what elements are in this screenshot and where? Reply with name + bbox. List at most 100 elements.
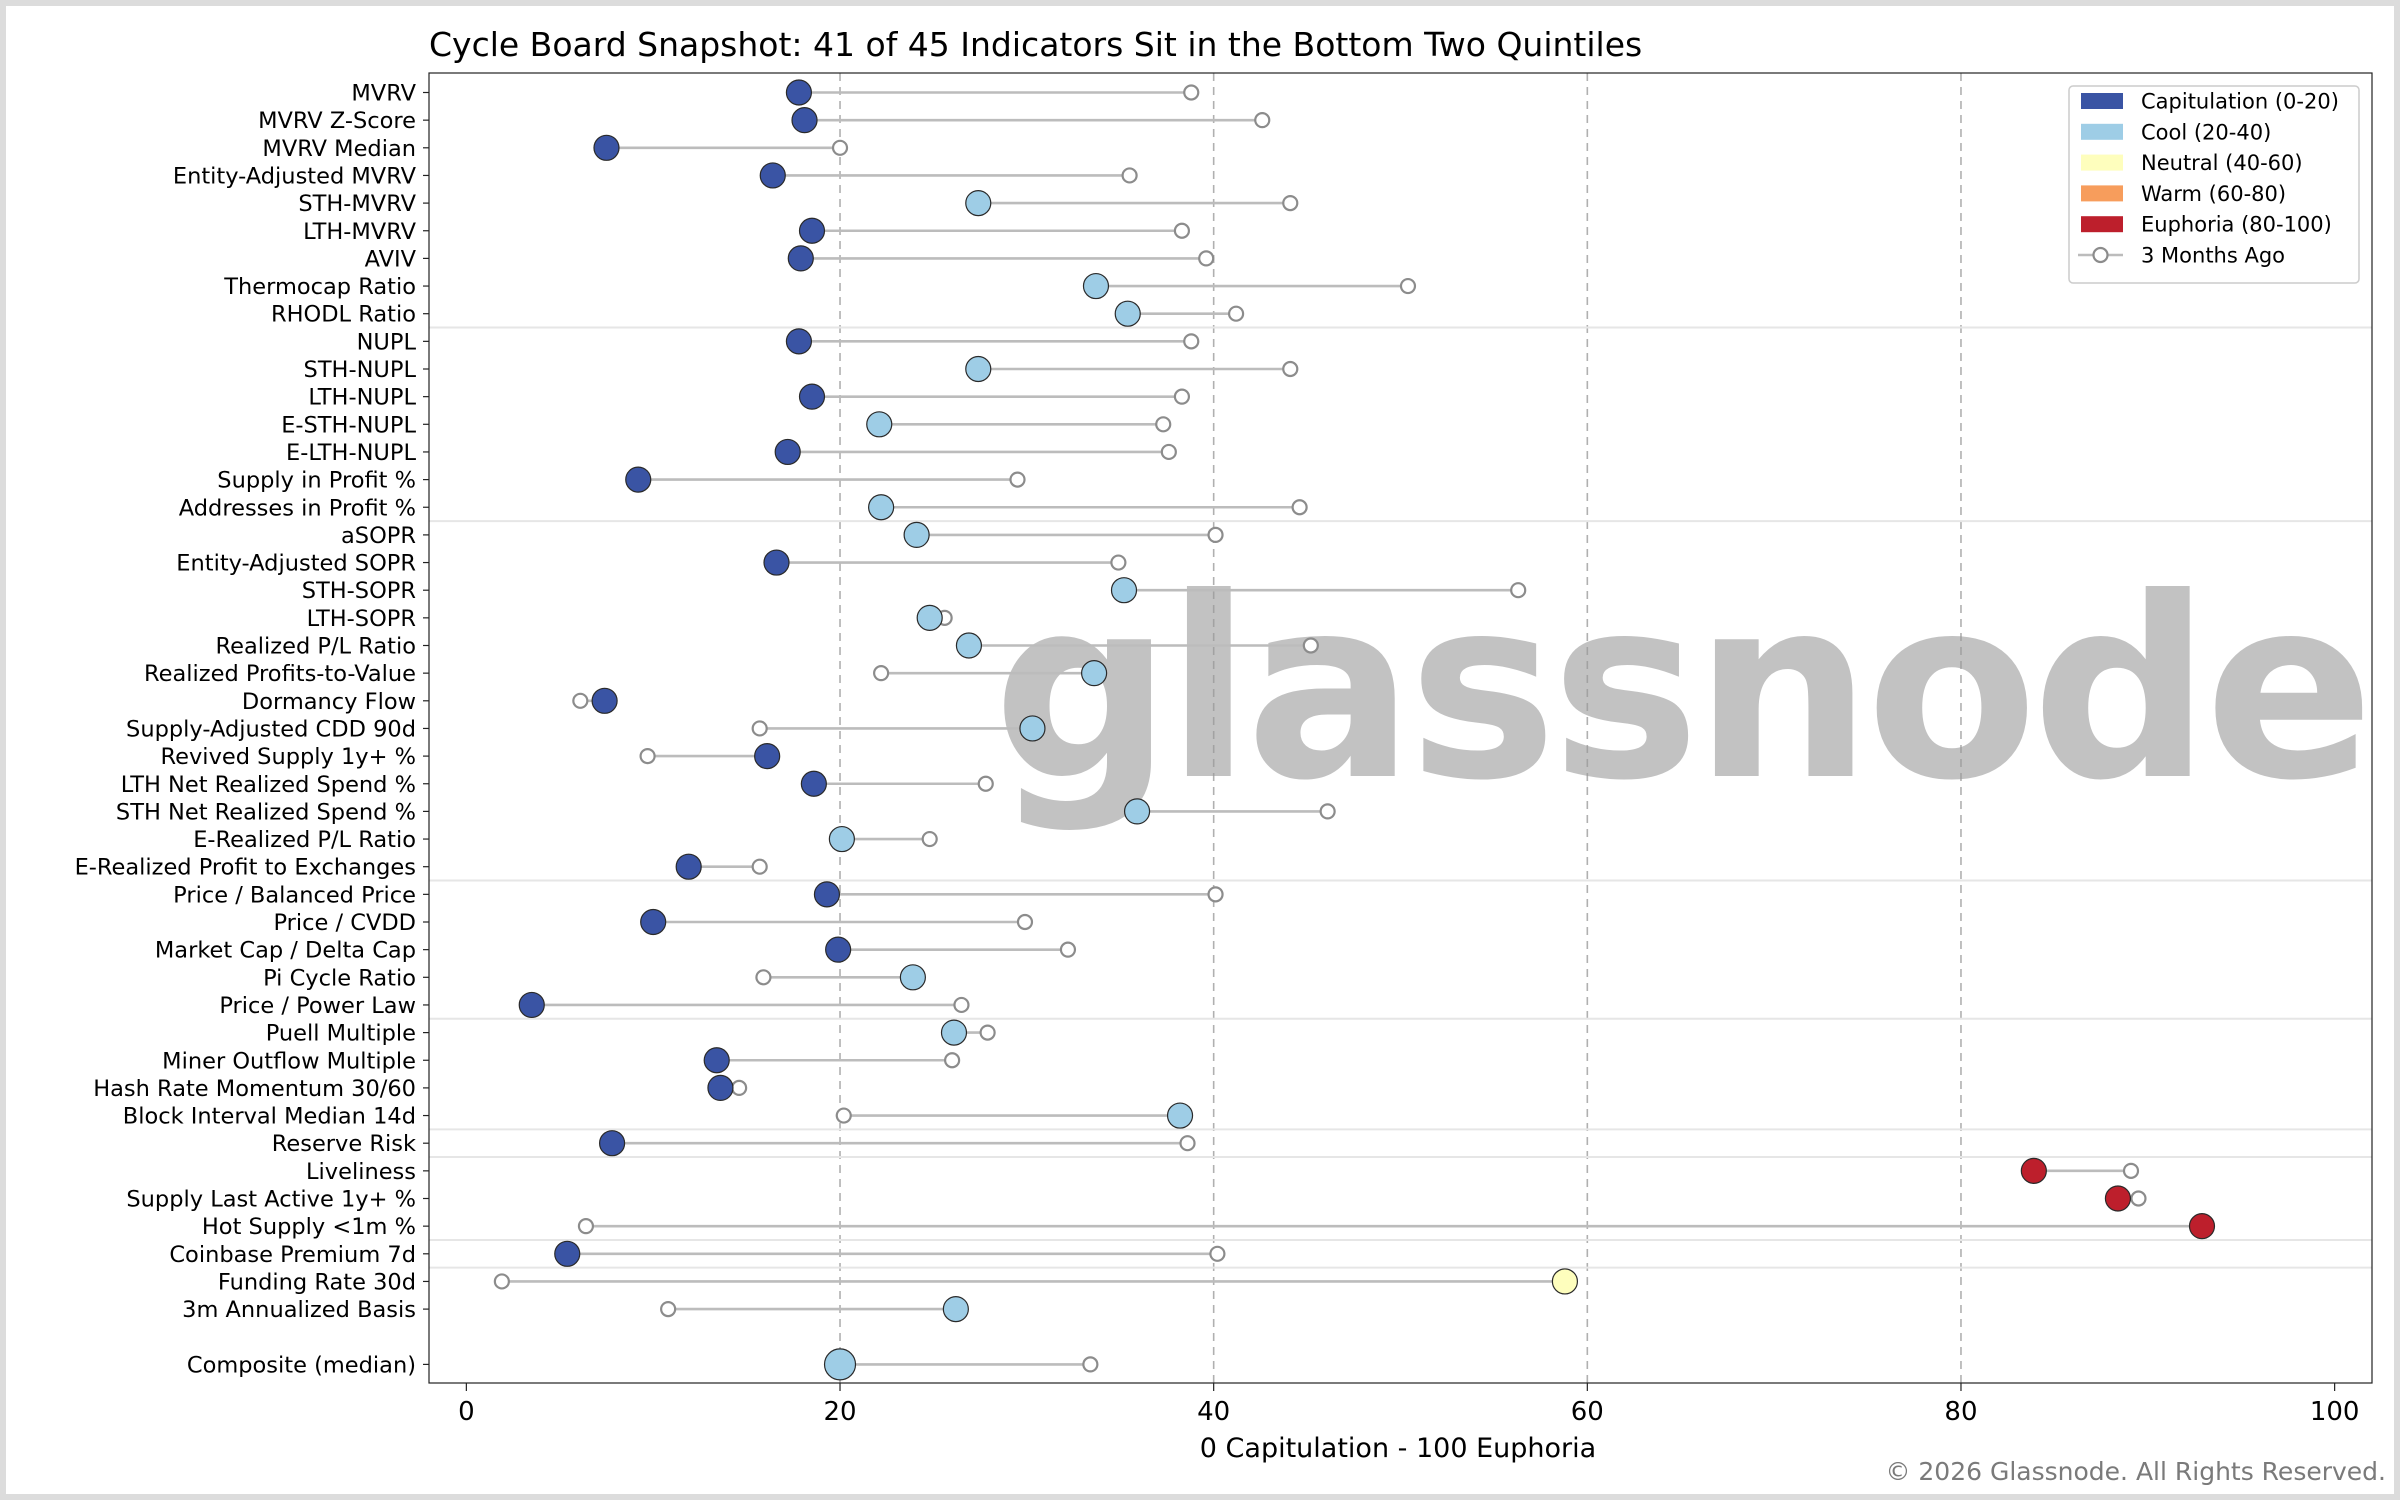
previous-marker [1282, 360, 1299, 378]
previous-marker [639, 747, 656, 765]
y-tick-label: E-LTH-NUPL [286, 440, 416, 466]
current-marker [598, 1130, 626, 1157]
y-tick-label: MVRV [351, 81, 416, 107]
previous-marker [1183, 333, 1200, 350]
current-marker [828, 825, 855, 853]
y-tick-label: Reserve Risk [272, 1131, 416, 1157]
current-marker [965, 355, 992, 383]
previous-marker [1173, 388, 1191, 405]
previous-marker [493, 1273, 510, 1290]
previous-marker [944, 1052, 961, 1069]
previous-marker [1173, 222, 1191, 239]
x-tick-label: 60 [1571, 1397, 1604, 1427]
current-marker [955, 632, 983, 659]
previous-marker [1399, 277, 1417, 295]
y-tick-label: Market Cap / Delta Cap [155, 938, 416, 964]
x-axis-label: 0 Capitulation - 100 Euphoria [1200, 1433, 1596, 1464]
previous-marker [1183, 84, 1200, 101]
previous-marker [1302, 637, 1319, 654]
previous-marker [731, 1079, 748, 1097]
previous-marker [1207, 526, 1224, 544]
y-tick-label: MVRV Z-Score [258, 108, 416, 134]
previous-marker [1282, 195, 1299, 212]
current-marker [625, 466, 652, 493]
current-marker [965, 190, 992, 217]
current-marker [800, 770, 827, 797]
y-tick-label: Realized P/L Ratio [216, 634, 416, 660]
y-tick-label: STH Net Realized Spend % [116, 799, 416, 825]
y-tick-label: Supply Last Active 1y+ % [126, 1187, 416, 1213]
connector-lines [501, 91, 2202, 1366]
chart: Cycle Board Snapshot: 41 of 45 Indicator… [75, 25, 2386, 1486]
current-marker [774, 438, 801, 466]
previous-marker [2130, 1190, 2147, 1207]
previous-marker [1209, 1245, 1226, 1262]
y-tick-label: RHODL Ratio [271, 302, 416, 328]
previous-marker [1227, 305, 1245, 322]
y-tick-label: STH-SOPR [302, 578, 416, 604]
y-tick-label: Entity-Adjusted SOPR [176, 551, 416, 577]
previous-marker [979, 1024, 996, 1041]
legend-label: Warm (60-80) [2141, 182, 2286, 206]
legend-label: Euphoria (80-100) [2141, 213, 2332, 237]
legend-swatch-euphoria [2081, 216, 2123, 233]
current-marker [754, 742, 781, 770]
previous-marker [977, 775, 994, 792]
current-marker [640, 908, 667, 936]
current-marker [518, 991, 545, 1019]
plot-border [428, 72, 2373, 1384]
current-marker [554, 1240, 581, 1267]
current-marker [759, 162, 786, 189]
y-tick-label: E-Realized P/L Ratio [193, 827, 416, 853]
current-marker [675, 853, 702, 880]
y-tick-label: Addresses in Profit % [179, 495, 416, 521]
previous-marker [1016, 913, 1034, 931]
x-tick-label: 0 [458, 1397, 475, 1427]
current-marker [813, 881, 841, 908]
group-separators [429, 326, 2372, 1269]
current-marker [1019, 715, 1046, 742]
watermark-logo: glassnode [993, 544, 2368, 835]
current-marker [785, 328, 813, 355]
current-marker [868, 494, 895, 521]
y-tick-label: LTH Net Realized Spend % [121, 772, 416, 798]
current-marker [798, 383, 826, 410]
current-marker [2104, 1185, 2132, 1212]
y-tick-label: Coinbase Premium 7d [169, 1242, 416, 1268]
previous-marker [1059, 941, 1077, 958]
current-marker [1081, 660, 1108, 687]
x-axis-ticks: 0 20 40 60 80 100 [458, 1383, 2359, 1427]
chart-title: Cycle Board Snapshot: 41 of 45 Indicator… [429, 25, 1642, 64]
previous-marker [1160, 443, 1177, 461]
current-marker [791, 107, 818, 134]
current-marker [903, 521, 930, 549]
previous-marker [873, 665, 890, 682]
y-tick-label: Thermocap Ratio [223, 274, 416, 300]
y-tick-label: Revived Supply 1y+ % [161, 744, 416, 770]
previous-marker [751, 858, 768, 875]
y-tick-label: Miner Outflow Multiple [162, 1048, 416, 1074]
y-tick-label: E-STH-NUPL [281, 412, 416, 438]
current-marker [785, 79, 813, 106]
previous-marker [1207, 886, 1224, 903]
current-marker [1114, 300, 1141, 327]
previous-marker [921, 830, 938, 848]
current-marker [942, 1295, 969, 1323]
current-marker [940, 1019, 968, 1046]
current-marker [866, 411, 893, 438]
y-tick-label: Block Interval Median 14d [123, 1104, 416, 1130]
current-marker [591, 687, 618, 714]
current-marker [1110, 577, 1138, 604]
previous-marker [1155, 416, 1172, 433]
previous-marker [835, 1107, 852, 1124]
y-tick-label: LTH-MVRV [303, 219, 416, 245]
y-tick-label: Composite (median) [187, 1352, 416, 1378]
y-tick-label: aSOPR [341, 523, 416, 549]
y-tick-label: MVRV Median [262, 136, 416, 162]
previous-marker [577, 1218, 595, 1235]
y-tick-label: Dormancy Flow [242, 689, 416, 715]
current-marker [899, 964, 926, 991]
y-tick-label: Realized Profits-to-Value [144, 661, 416, 687]
y-tick-label: Hot Supply <1m % [202, 1214, 416, 1240]
